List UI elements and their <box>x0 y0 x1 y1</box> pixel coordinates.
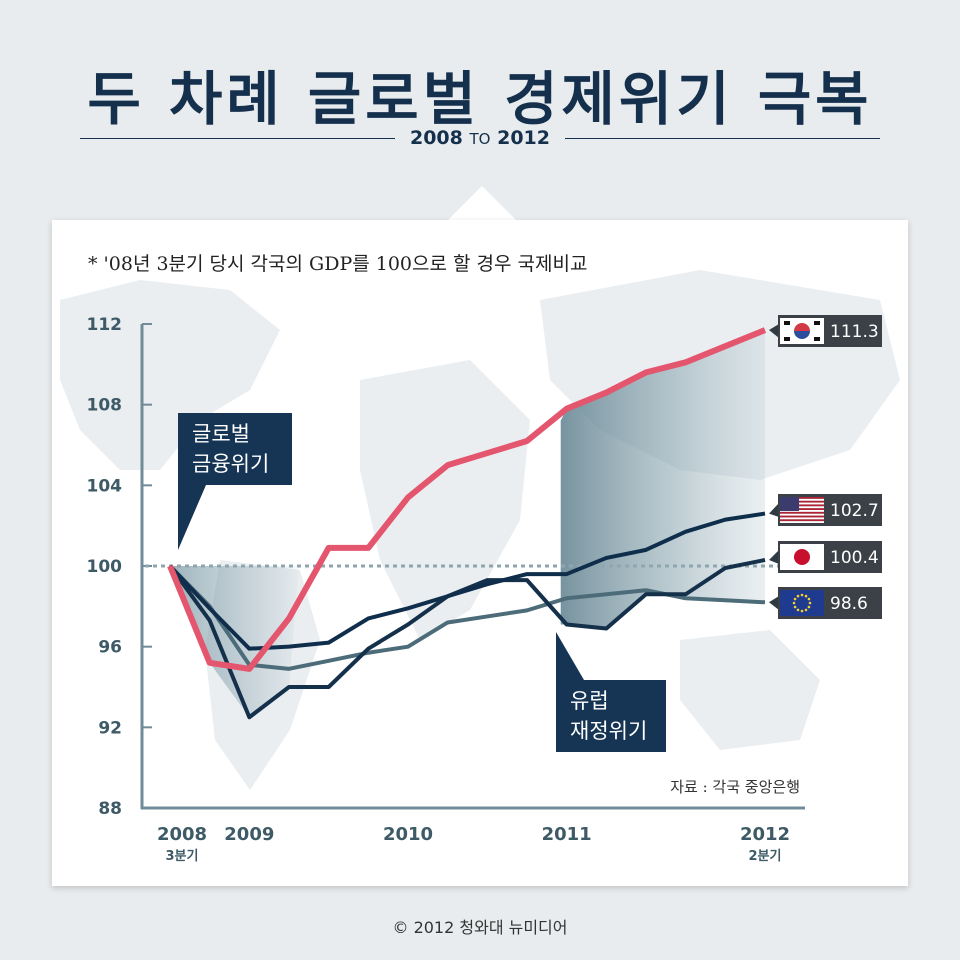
end-label-pointer <box>769 550 779 564</box>
end-label-pointer <box>769 503 779 517</box>
panel-pointer <box>448 186 516 220</box>
annotation-box <box>178 413 292 485</box>
end-label-value: 100.4 <box>830 548 879 568</box>
annotation-text: 재정위기 <box>570 719 647 743</box>
y-tick-label: 108 <box>87 396 123 416</box>
x-tick-label: 2011 <box>542 824 592 845</box>
end-label-korea: 111.3 <box>769 315 882 347</box>
end-label-eu: 98.6 <box>769 587 882 619</box>
annotation-box <box>556 680 666 752</box>
subtitle-bar: 2008 TO 2012 <box>0 124 960 154</box>
flag-usa-icon <box>780 497 824 523</box>
end-label-pointer <box>769 324 779 338</box>
euro-crisis-shade <box>560 330 765 629</box>
end-label-value: 98.6 <box>830 594 868 614</box>
series-line-korea <box>167 327 767 672</box>
y-tick-label: 104 <box>87 476 123 496</box>
map-continent-central <box>360 360 530 640</box>
annotation-pointer <box>178 485 206 550</box>
annotation-text: 금융위기 <box>192 452 269 476</box>
x-tick-label: 2012 <box>740 824 790 845</box>
flag-eu-icon <box>780 590 824 616</box>
rule-right <box>565 138 880 139</box>
annotation-text: 글로벌 <box>192 422 250 446</box>
x-tick-label: 2010 <box>383 824 433 845</box>
subtitle-end: 2012 <box>497 127 550 149</box>
map-continent-north <box>60 280 280 470</box>
flag-japan-icon <box>780 544 824 570</box>
end-label-value: 102.7 <box>830 501 879 521</box>
y-tick-label: 88 <box>98 799 122 819</box>
subtitle-mid: TO <box>469 130 491 148</box>
copyright-footer: © 2012 청와대 뉴미디어 <box>392 918 568 937</box>
chart-source: 자료 : 각국 중앙은행 <box>670 778 800 796</box>
y-tick-label: 92 <box>98 718 122 738</box>
chart-note: * '08년 3분기 당시 각국의 GDP를 100으로 할 경우 국제비교 <box>88 253 587 275</box>
end-label-pointer <box>769 596 779 610</box>
y-tick-label: 112 <box>87 315 123 335</box>
map-continent-southeast <box>680 630 820 750</box>
end-label-usa: 102.7 <box>769 494 882 526</box>
flag-korea-icon <box>780 318 824 344</box>
x-tick-label: 2008 <box>157 824 207 845</box>
end-label-value: 111.3 <box>830 322 879 342</box>
subtitle: 2008 TO 2012 <box>395 127 565 149</box>
annotation-text: 유럽 <box>570 689 609 713</box>
y-tick-label: 100 <box>87 557 123 577</box>
annotation-pointer <box>556 632 584 680</box>
x-tick-sublabel: 3분기 <box>166 849 199 864</box>
x-tick-label: 2009 <box>224 824 274 845</box>
x-tick-sublabel: 2분기 <box>749 849 782 864</box>
rule-left <box>80 138 395 139</box>
subtitle-start: 2008 <box>409 127 463 149</box>
page-title: 두 차례 글로벌 경제위기 극복 <box>87 65 873 133</box>
y-tick-label: 96 <box>98 638 122 658</box>
end-label-japan: 100.4 <box>769 541 882 573</box>
